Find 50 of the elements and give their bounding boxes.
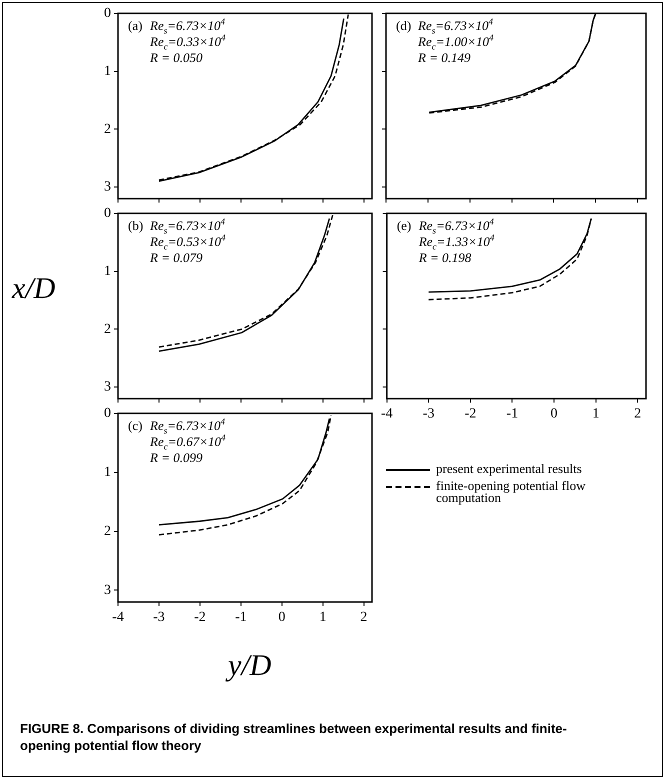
x-tick-label: -2	[464, 406, 476, 422]
x-tick-label: 0	[550, 406, 558, 422]
y-tick-label: 1	[104, 465, 111, 480]
annotation: (d)	[396, 18, 412, 34]
y-tick-label: 3	[104, 380, 111, 395]
annotation: Re$_{c}$=1.33×10$^{4}$	[418, 233, 494, 252]
x-tick-label: -1	[235, 610, 247, 626]
y-tick-label: 2	[104, 322, 111, 337]
y-tick-label: 2	[104, 122, 111, 137]
x-tick-label: 1	[592, 406, 600, 422]
annotation: (e)	[396, 218, 412, 234]
annotation: Re$_{c}$=0.53×10$^{4}$	[150, 233, 226, 252]
annotation: (c)	[128, 418, 142, 434]
annotation: Re$_{s}$=6.73×10$^{4}$	[418, 217, 494, 236]
annotation: Re$_{c}$=1.00×10$^{4}$	[418, 33, 494, 52]
annotation: (b)	[128, 218, 144, 234]
annotation: R = 0.099	[150, 450, 202, 466]
x-tick-label: 1	[319, 610, 326, 626]
text: FIGURE 8. Comparisons of dividing streamlines between experimental results and finite-opening potential flow theory	[20, 720, 568, 754]
x-tick-label: -3	[153, 610, 165, 626]
y-tick-label: 0	[104, 206, 111, 222]
x-tick-label: 2	[634, 406, 642, 422]
x-tick-label: -1	[506, 406, 518, 422]
y-tick-label: 2	[104, 524, 111, 539]
annotation: Re$_{s}$=6.73×10$^{4}$	[418, 17, 494, 36]
y-tick-label: 1	[104, 264, 111, 279]
annotation: Re$_{s}$=6.73×10$^{4}$	[150, 17, 226, 36]
legend-label: present experimental results	[436, 461, 583, 476]
annotation: (a)	[128, 18, 142, 34]
annotation: R = 0.079	[150, 250, 202, 266]
x-tick-label: 0	[278, 610, 286, 626]
x-tick-label: -4	[380, 406, 393, 422]
y-tick-label: 1	[104, 64, 111, 79]
annotation: Re$_{s}$=6.73×10$^{4}$	[150, 217, 226, 236]
x-tick-label: -4	[112, 610, 124, 626]
y-axis-title: x/D	[12, 272, 56, 306]
x-axis-title: y/D	[228, 649, 272, 682]
y-tick-label: 0	[104, 6, 111, 22]
annotation: Re$_{c}$=0.33×10$^{4}$	[150, 33, 226, 52]
legend-label: finite-opening potential flow computation	[436, 478, 586, 506]
x-tick-label: 2	[360, 610, 368, 626]
annotation: Re$_{c}$=0.67×10$^{4}$	[150, 433, 226, 452]
annotation: R = 0.198	[418, 250, 472, 266]
x-tick-label: -2	[194, 610, 206, 626]
y-tick-label: 3	[104, 582, 111, 598]
y-tick-label: 3	[104, 180, 111, 195]
annotation: R = 0.050	[150, 50, 202, 66]
x-tick-label: -3	[422, 406, 434, 422]
annotation: R = 0.149	[418, 50, 470, 66]
annotation: Re$_{s}$=6.73×10$^{4}$	[150, 417, 226, 436]
